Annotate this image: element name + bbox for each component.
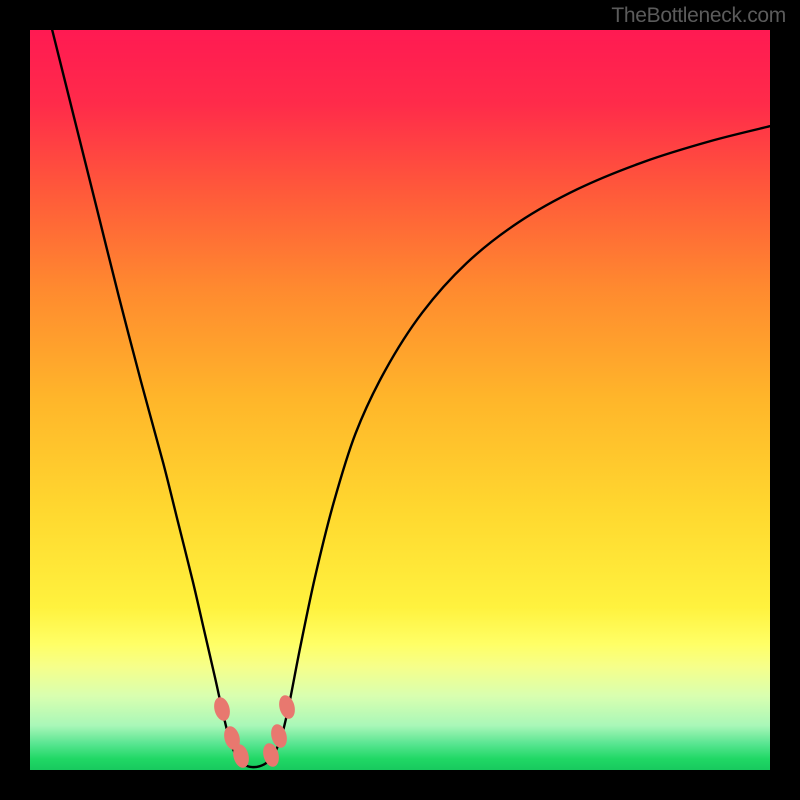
plot-area [30,30,770,770]
bottleneck-curve [30,30,770,770]
curve-path [52,30,770,767]
watermark-text: TheBottleneck.com [611,4,786,28]
